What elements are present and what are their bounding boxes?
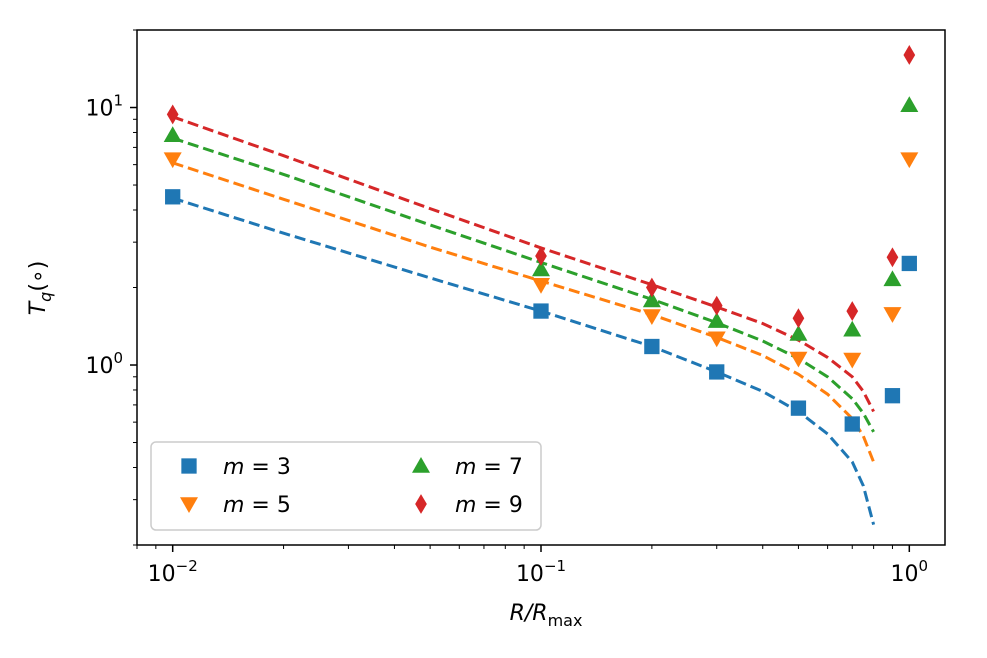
data-point-m9: [903, 45, 916, 65]
x-tick-base: 10: [148, 562, 176, 587]
legend-label-var: m: [455, 455, 476, 480]
legend-label-value: = 5: [244, 493, 290, 518]
data-point-m7: [789, 324, 808, 341]
x-tick-label: 10−2: [148, 557, 198, 587]
legend-marker: [415, 494, 427, 514]
x-axis-label-sub: max: [548, 611, 583, 630]
data-point-m3: [844, 416, 860, 432]
data-point-m9: [535, 246, 547, 266]
legend-label-var: m: [223, 493, 244, 518]
fit-line-m9: [172, 115, 875, 413]
legend-label-value: = 3: [244, 455, 290, 480]
legend-marker: [412, 457, 430, 473]
x-axis-label: R/Rmax: [510, 601, 583, 630]
data-point-m3: [884, 388, 901, 404]
data-point-m7: [532, 260, 550, 277]
data-point-m7: [900, 96, 919, 113]
data-point-m5: [843, 352, 862, 369]
legend-box: [150, 441, 542, 531]
fit-line-m5: [172, 161, 875, 463]
x-tick-exponent: −2: [176, 557, 198, 575]
data-point-m3: [901, 255, 917, 272]
x-axis-label-main: R/R: [510, 601, 548, 626]
data-point-m7: [843, 320, 862, 337]
data-point-m9: [846, 301, 859, 321]
y-tick-base: 10: [85, 354, 113, 379]
y-axis-label-main: T: [26, 300, 51, 315]
x-tick-exponent: 0: [919, 557, 929, 575]
legend-label: m = 9: [455, 493, 523, 518]
data-point-m3: [644, 338, 660, 355]
x-tick-exponent: −1: [544, 557, 566, 575]
legend-entry-m7: m = 7: [412, 455, 523, 480]
data-point-m5: [163, 152, 182, 169]
x-tick-label: 100: [891, 557, 929, 587]
data-point-m5: [532, 277, 550, 294]
legend-label-var: m: [455, 493, 476, 518]
x-tick-base: 10: [516, 562, 544, 587]
data-point-m5: [642, 309, 661, 326]
y-tick-exponent: 1: [113, 92, 123, 110]
data-point-m7: [707, 312, 726, 328]
legend-marker: [180, 497, 198, 513]
data-point-m7: [163, 126, 182, 143]
legend-entry-m9: m = 9: [415, 493, 523, 518]
fit-lines: [172, 115, 876, 525]
data-point-m7: [642, 291, 661, 308]
data-point-m7: [883, 270, 902, 287]
legend-entry-m5: m = 5: [180, 493, 291, 518]
y-axis-label-sub: q: [36, 292, 55, 302]
y-tick-label: 101: [85, 92, 123, 122]
legend-label-value: = 7: [476, 455, 522, 480]
data-point-m9: [646, 277, 658, 298]
data-point-m3: [709, 364, 725, 380]
fit-line-m7: [172, 136, 875, 433]
data-point-m9: [886, 247, 899, 268]
legend-label: m = 3: [223, 455, 291, 480]
x-tick-base: 10: [891, 562, 919, 587]
legend-label: m = 5: [223, 493, 291, 518]
data-point-m3: [165, 189, 181, 205]
data-point-m5: [883, 307, 902, 323]
y-axis-label: Tq(∘): [26, 261, 55, 316]
data-point-m9: [166, 104, 179, 125]
legend-label-var: m: [223, 455, 244, 480]
legend: m = 3m = 5m = 7m = 9: [150, 441, 542, 531]
data-point-m9: [710, 295, 723, 316]
legend-label-value: = 9: [476, 493, 522, 518]
data-point-m5: [789, 351, 808, 368]
legend-entry-m3: m = 3: [181, 455, 291, 480]
y-tick-exponent: 0: [113, 349, 123, 367]
fit-line-m3: [172, 196, 876, 525]
y-tick-label: 100: [85, 349, 123, 379]
y-axis-label-suffix: (∘): [26, 261, 51, 292]
y-tick-base: 10: [85, 97, 113, 122]
data-point-m9: [792, 308, 805, 329]
legend-marker: [181, 458, 197, 474]
data-point-m3: [533, 303, 549, 319]
legend-label: m = 7: [455, 455, 523, 480]
data-point-m5: [900, 152, 919, 169]
data-points: [163, 45, 919, 432]
data-point-m3: [790, 400, 807, 416]
data-point-m5: [707, 331, 726, 348]
x-tick-label: 10−1: [516, 557, 566, 587]
